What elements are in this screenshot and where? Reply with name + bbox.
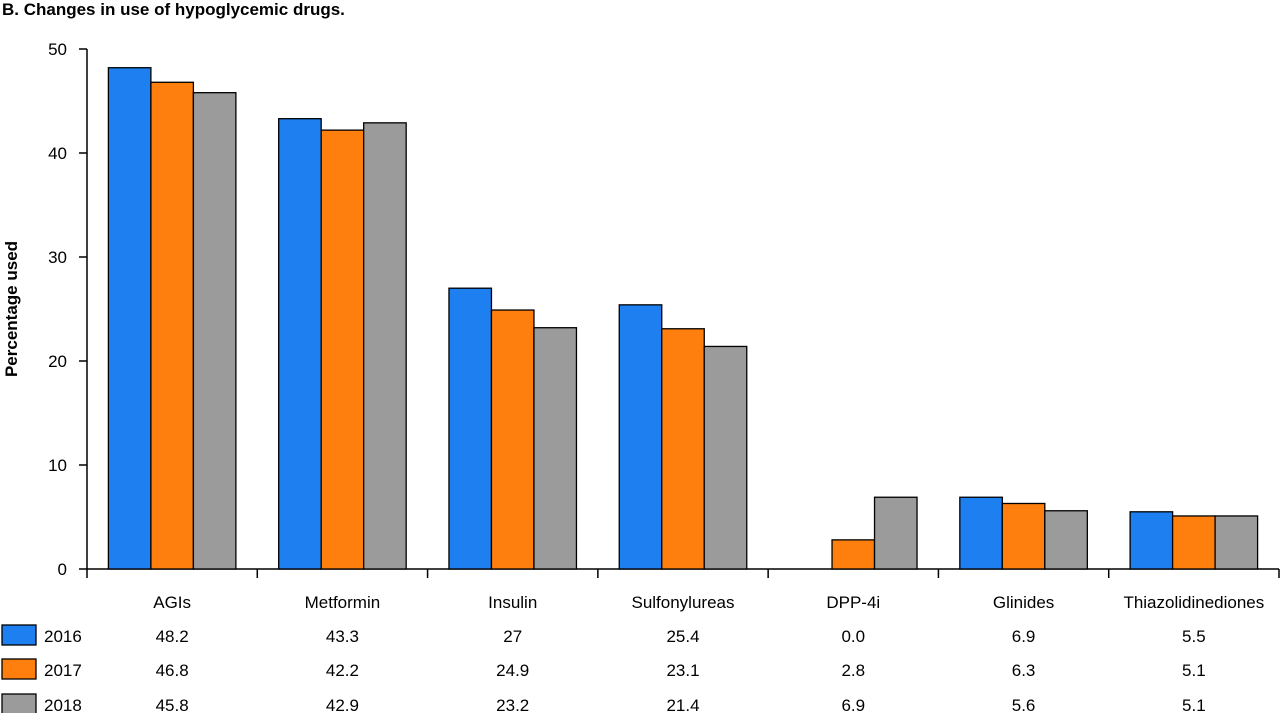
table-value: 5.1 xyxy=(1182,696,1206,713)
bar-2018-agis xyxy=(192,92,237,570)
legend-swatch-2018 xyxy=(1,693,37,713)
bar-2018-dpp-4i xyxy=(873,496,918,570)
bar-2018-metformin xyxy=(363,122,407,570)
bar-2017-sulfonylureas xyxy=(661,328,705,570)
y-tick-label: 10 xyxy=(48,456,67,475)
table-value: 43.3 xyxy=(326,627,359,646)
bar-2018-insulin xyxy=(533,327,578,570)
y-tick-label: 0 xyxy=(58,560,67,579)
x-tick-label: AGIs xyxy=(153,593,191,612)
table-value: 42.2 xyxy=(326,661,359,680)
x-tick-label: Metformin xyxy=(305,593,381,612)
bar-2017-agis xyxy=(150,81,195,570)
chart-title: B. Changes in use of hypoglycemic drugs. xyxy=(2,0,345,19)
table-value: 48.2 xyxy=(156,627,189,646)
table-value: 45.8 xyxy=(156,696,189,713)
table-value: 6.9 xyxy=(841,696,865,713)
bar-2016-agis xyxy=(107,67,152,570)
table-value: 46.8 xyxy=(156,661,189,680)
x-tick-label: Glinides xyxy=(993,593,1054,612)
table-value: 24.9 xyxy=(496,661,529,680)
bar-2018-sulfonylureas xyxy=(703,345,748,570)
bar-2017-insulin xyxy=(490,309,535,570)
y-tick-label: 20 xyxy=(48,352,67,371)
bar-2016-insulin xyxy=(448,287,493,570)
bar-2016-glinides xyxy=(959,496,1003,570)
bar-2016-metformin xyxy=(278,118,322,570)
table-value: 25.4 xyxy=(666,627,699,646)
table-value: 42.9 xyxy=(326,696,359,713)
bar-2017-metformin xyxy=(320,129,365,570)
bar-2017-thiazolidinediones xyxy=(1171,515,1216,570)
x-tick-label: Insulin xyxy=(488,593,537,612)
bar-2017-dpp-4i xyxy=(831,539,876,570)
table-value: 6.3 xyxy=(1012,661,1036,680)
y-tick-label: 50 xyxy=(48,40,67,59)
bar-2018-thiazolidinediones xyxy=(1214,515,1259,570)
legend-label: 2016 xyxy=(44,627,82,646)
y-axis-label: Percentage used xyxy=(2,241,21,377)
table-value: 2.8 xyxy=(841,661,865,680)
bar-2017-glinides xyxy=(1001,502,1046,570)
legend-swatch-2016 xyxy=(1,624,37,646)
x-tick-label: Thiazolidinediones xyxy=(1123,593,1264,612)
table-value: 23.1 xyxy=(666,661,699,680)
table-value: 5.5 xyxy=(1182,627,1206,646)
bar-2016-sulfonylureas xyxy=(618,304,663,570)
bar-2016-thiazolidinediones xyxy=(1129,511,1174,570)
x-tick-label: Sulfonylureas xyxy=(631,593,734,612)
table-value: 6.9 xyxy=(1012,627,1036,646)
table-value: 27 xyxy=(503,627,522,646)
table-value: 0.0 xyxy=(841,627,865,646)
table-value: 5.6 xyxy=(1012,696,1036,713)
x-tick-label: DPP-4i xyxy=(826,593,880,612)
y-tick-label: 40 xyxy=(48,144,67,163)
bar-2018-glinides xyxy=(1044,510,1088,570)
legend-swatch-2017 xyxy=(1,658,37,680)
y-tick-label: 30 xyxy=(48,248,67,267)
table-value: 21.4 xyxy=(666,696,699,713)
table-value: 5.1 xyxy=(1182,661,1206,680)
legend-label: 2017 xyxy=(44,661,82,680)
legend-label: 2018 xyxy=(44,696,82,713)
table-value: 23.2 xyxy=(496,696,529,713)
